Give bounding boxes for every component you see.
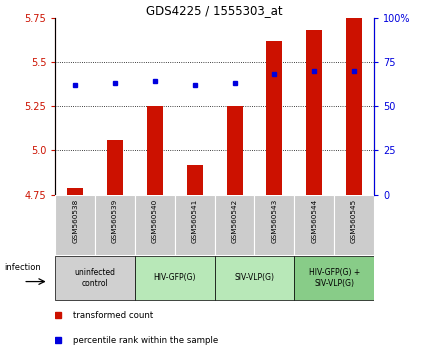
Bar: [95, 195, 135, 255]
Text: GSM560544: GSM560544: [311, 199, 317, 243]
Bar: [334, 195, 374, 255]
Bar: [294, 256, 374, 300]
Text: infection: infection: [4, 263, 41, 272]
Bar: [135, 256, 215, 300]
Text: transformed count: transformed count: [73, 311, 153, 320]
Bar: [55, 195, 95, 255]
Bar: [147, 106, 163, 195]
Text: uninfected
control: uninfected control: [75, 268, 116, 287]
Text: SIV-VLP(G): SIV-VLP(G): [235, 273, 275, 282]
Bar: [215, 195, 255, 255]
Bar: [255, 195, 294, 255]
Text: HIV-GFP(G): HIV-GFP(G): [153, 273, 196, 282]
Bar: [346, 18, 362, 195]
Bar: [55, 256, 135, 300]
Bar: [306, 30, 322, 195]
Bar: [67, 188, 83, 195]
Bar: [227, 106, 243, 195]
Text: GSM560540: GSM560540: [152, 199, 158, 243]
Bar: [294, 195, 334, 255]
Text: percentile rank within the sample: percentile rank within the sample: [73, 336, 218, 345]
Text: GSM560539: GSM560539: [112, 199, 118, 243]
Bar: [266, 41, 282, 195]
Bar: [175, 195, 215, 255]
Bar: [107, 140, 123, 195]
Text: HIV-GFP(G) +
SIV-VLP(G): HIV-GFP(G) + SIV-VLP(G): [309, 268, 360, 287]
Bar: [187, 165, 203, 195]
Text: GSM560545: GSM560545: [351, 199, 357, 243]
Bar: [215, 256, 294, 300]
Text: GSM560538: GSM560538: [72, 199, 78, 243]
Text: GSM560542: GSM560542: [232, 199, 238, 243]
Text: GSM560543: GSM560543: [272, 199, 278, 243]
Bar: [135, 195, 175, 255]
Text: GSM560541: GSM560541: [192, 199, 198, 243]
Title: GDS4225 / 1555303_at: GDS4225 / 1555303_at: [146, 4, 283, 17]
